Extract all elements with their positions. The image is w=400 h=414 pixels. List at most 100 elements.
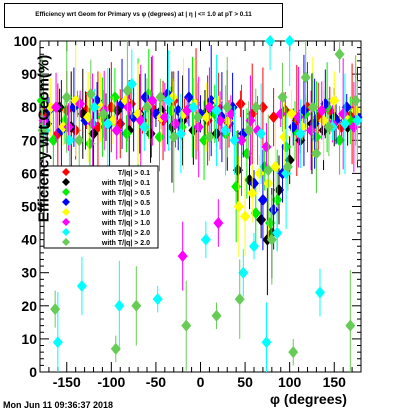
data-point	[307, 101, 318, 114]
data-point	[236, 134, 247, 147]
data-point	[181, 319, 192, 332]
data-point	[350, 94, 361, 107]
data-point	[85, 87, 96, 100]
x-tick-label: 0	[197, 374, 205, 390]
data-point	[318, 114, 329, 127]
data-point	[272, 226, 283, 239]
data-point	[220, 124, 231, 137]
legend-label: with T/|q| > 0.5	[101, 190, 150, 197]
data-point	[232, 164, 243, 177]
y-tick-label: 90	[21, 66, 37, 82]
data-point	[120, 94, 131, 107]
y-tick-label: 100	[14, 33, 38, 49]
legend-label: with T/|q| > 2.0	[101, 240, 150, 247]
legend-box	[43, 165, 159, 249]
data-point	[222, 101, 233, 114]
data-point	[261, 140, 272, 153]
data-point	[145, 127, 156, 140]
legend-marker	[62, 208, 70, 216]
data-point	[122, 84, 133, 97]
data-point	[131, 299, 142, 312]
y-tick-label: 0	[29, 364, 37, 380]
data-point	[229, 134, 240, 147]
legend-label: with T/|q| > 0.5	[101, 200, 150, 207]
data-point	[111, 124, 122, 137]
y-tick-label: 20	[21, 298, 37, 314]
data-point	[338, 107, 349, 120]
data-point	[250, 101, 261, 114]
data-point	[126, 78, 137, 91]
legend-marker	[62, 188, 70, 196]
data-point	[241, 147, 252, 160]
data-point	[247, 187, 258, 200]
data-point	[51, 101, 62, 114]
data-point	[240, 210, 251, 223]
data-point	[109, 91, 120, 104]
x-tick-label: -100	[97, 374, 125, 390]
legend-label: with T/|q| > 0.1	[101, 180, 150, 187]
data-point	[75, 97, 86, 110]
data-point	[142, 101, 152, 114]
data-point	[170, 117, 181, 130]
data-point	[124, 124, 135, 137]
data-point	[273, 183, 284, 196]
title-box: Efficiency wrt Geom for Primary vs φ (de…	[4, 3, 283, 28]
x-tick-label: -50	[146, 374, 166, 390]
data-point	[275, 107, 286, 120]
data-point	[245, 114, 256, 127]
data-point	[266, 233, 277, 246]
data-point	[300, 71, 311, 84]
legend-label: with T/|q| > 1.0	[101, 220, 150, 227]
data-point	[345, 319, 356, 332]
y-tick-label: 60	[21, 165, 37, 181]
data-point	[204, 130, 215, 143]
data-point	[50, 303, 61, 316]
data-point	[277, 91, 288, 104]
data-point	[288, 121, 299, 134]
data-point	[316, 104, 327, 117]
data-point	[238, 266, 249, 279]
x-tick-label: 150	[323, 374, 347, 390]
data-point	[193, 121, 204, 134]
data-point	[38, 114, 49, 127]
data-point	[159, 111, 170, 124]
data-point	[37, 124, 48, 137]
data-point	[334, 134, 345, 147]
data-point	[188, 101, 199, 114]
data-point	[88, 127, 99, 140]
legend-marker	[62, 198, 70, 206]
x-tick-label: -150	[53, 374, 81, 390]
data-point	[284, 35, 295, 47]
data-point	[254, 167, 265, 180]
data-point	[311, 147, 322, 160]
y-tick-label: 30	[21, 265, 37, 281]
data-point	[45, 101, 56, 114]
data-point	[211, 104, 222, 117]
data-point	[234, 293, 245, 306]
legend-marker	[62, 218, 70, 226]
x-tick-label: 50	[237, 374, 253, 390]
x-tick-label: 100	[278, 374, 302, 390]
data-point	[215, 114, 226, 127]
y-axis-label: Efficiency wrt Geom(%)	[35, 54, 53, 223]
data-point	[64, 134, 75, 147]
data-point	[152, 293, 163, 306]
data-point	[306, 124, 317, 137]
data-point	[235, 97, 246, 110]
data-point	[211, 309, 222, 322]
data-point	[334, 48, 345, 61]
timestamp: Mon Jun 11 09:36:37 2018	[3, 400, 114, 410]
data-point	[76, 279, 87, 292]
data-point	[265, 35, 276, 47]
data-point	[329, 94, 340, 107]
data-point	[249, 177, 259, 190]
data-point	[192, 111, 203, 124]
data-point	[233, 200, 244, 213]
y-tick-label: 70	[21, 132, 37, 148]
data-point	[58, 121, 69, 134]
legend-label: T/|q| > 0.1	[118, 170, 150, 177]
y-tick-label: 50	[21, 199, 37, 215]
data-point	[114, 299, 125, 312]
legend-marker	[62, 228, 70, 236]
